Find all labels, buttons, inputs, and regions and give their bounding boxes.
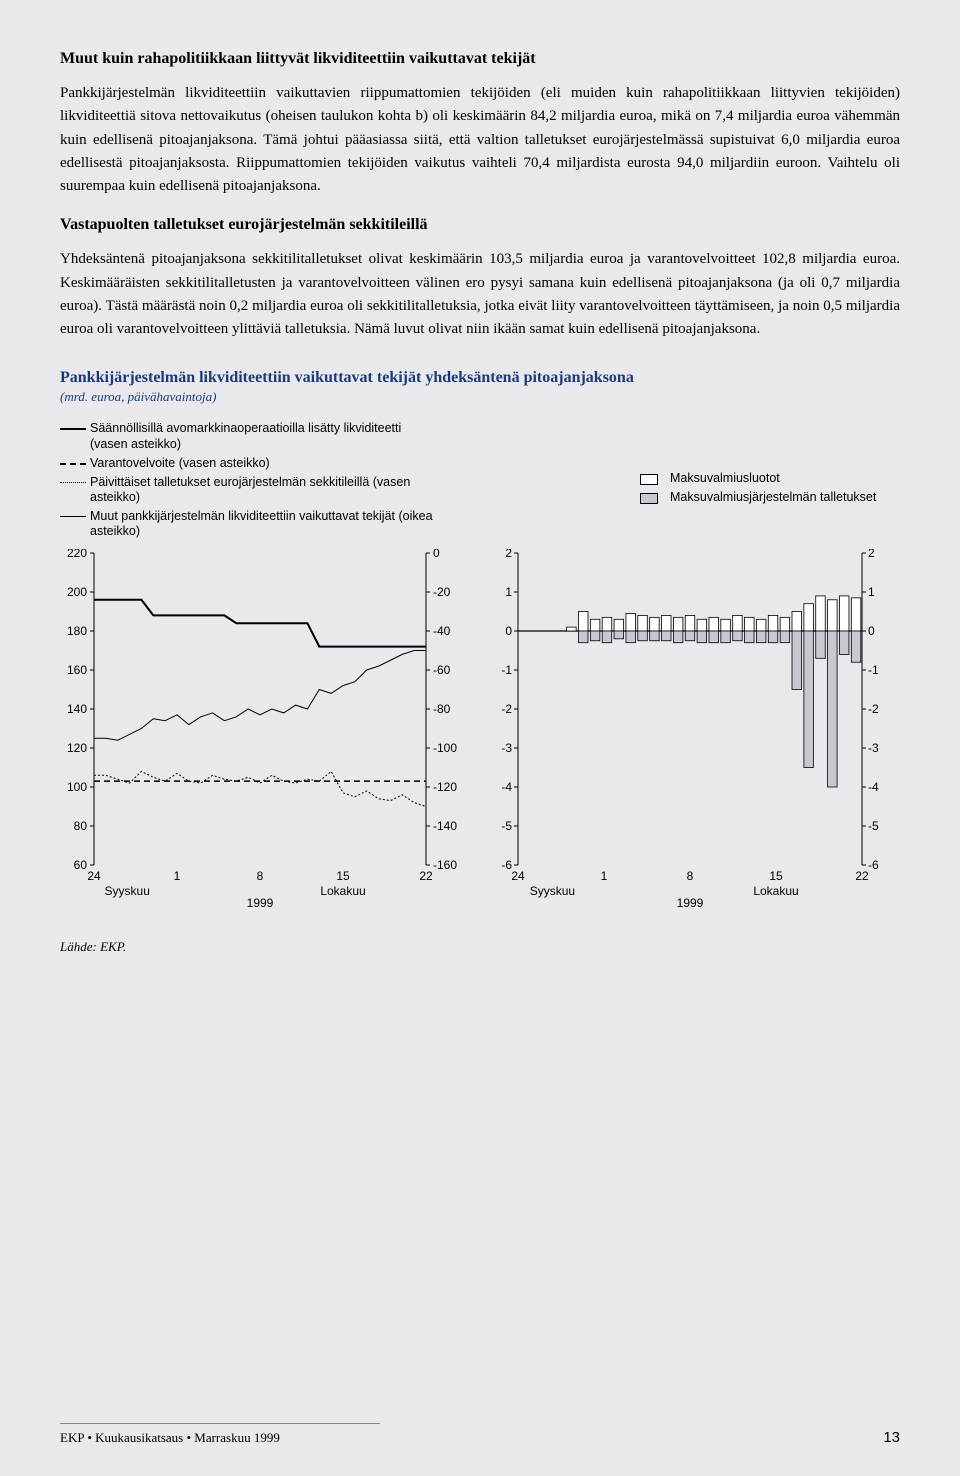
- legend-block: Säännöllisillä avomarkkinaoperaatioilla …: [60, 421, 900, 543]
- svg-text:Syyskuu: Syyskuu: [105, 884, 150, 898]
- svg-text:15: 15: [769, 869, 783, 883]
- legend-line-solid-thick-icon: [60, 428, 86, 430]
- svg-text:22: 22: [855, 869, 869, 883]
- legend-text-4: Muut pankkijärjestelmän likviditeettiin …: [90, 509, 440, 540]
- svg-text:-60: -60: [433, 663, 451, 677]
- svg-text:-6: -6: [868, 858, 879, 872]
- svg-text:100: 100: [67, 780, 87, 794]
- paragraph-2: Yhdeksäntenä pitoajanjaksona sekkitilita…: [60, 248, 900, 341]
- source-label: Lähde: EKP.: [60, 939, 900, 955]
- svg-text:-1: -1: [501, 663, 512, 677]
- footer-text: EKP • Kuukausikatsaus • Marraskuu 1999: [60, 1430, 280, 1445]
- svg-text:-80: -80: [433, 702, 451, 716]
- svg-text:0: 0: [505, 624, 512, 638]
- svg-text:15: 15: [336, 869, 350, 883]
- svg-text:-4: -4: [501, 780, 512, 794]
- svg-text:120: 120: [67, 741, 87, 755]
- svg-text:2: 2: [505, 549, 512, 560]
- svg-text:220: 220: [67, 549, 87, 560]
- svg-text:-20: -20: [433, 585, 451, 599]
- chart-subtitle: (mrd. euroa, päivähavaintoja): [60, 389, 900, 405]
- svg-text:60: 60: [74, 858, 88, 872]
- legend-text-3: Päivittäiset talletukset eurojärjestelmä…: [90, 475, 440, 506]
- svg-text:160: 160: [67, 663, 87, 677]
- svg-text:-3: -3: [868, 741, 879, 755]
- svg-text:Lokakuu: Lokakuu: [320, 884, 365, 898]
- chart-right: -6-6-5-5-4-4-3-3-2-2-1-100112224181522Sy…: [490, 549, 890, 909]
- legend-line-solid-thin-icon: [60, 516, 86, 517]
- chart-left: 6080100120140160180200220-160-140-120-10…: [60, 549, 460, 909]
- svg-text:80: 80: [74, 819, 88, 833]
- svg-text:1: 1: [174, 869, 181, 883]
- section2-title: Vastapuolten talletukset eurojärjestelmä…: [60, 216, 900, 234]
- svg-text:-3: -3: [501, 741, 512, 755]
- svg-text:24: 24: [87, 869, 101, 883]
- paragraph-1: Pankkijärjestelmän likviditeettiin vaiku…: [60, 82, 900, 198]
- legend-text-r2: Maksuvalmiusjärjestelmän talletukset: [670, 490, 876, 506]
- page-footer: EKP • Kuukausikatsaus • Marraskuu 1999 1…: [60, 1423, 900, 1446]
- svg-text:-5: -5: [501, 819, 512, 833]
- svg-text:8: 8: [257, 869, 264, 883]
- svg-text:1999: 1999: [677, 896, 704, 909]
- svg-text:1999: 1999: [247, 896, 274, 909]
- svg-text:2: 2: [868, 549, 875, 560]
- chart-title: Pankkijärjestelmän likviditeettiin vaiku…: [60, 369, 900, 387]
- legend-text-r1: Maksuvalmiusluotot: [670, 471, 780, 487]
- svg-text:1: 1: [601, 869, 608, 883]
- svg-text:-120: -120: [433, 780, 457, 794]
- legend-line-dash-short-icon: [60, 482, 86, 483]
- svg-text:-2: -2: [868, 702, 879, 716]
- svg-text:-140: -140: [433, 819, 457, 833]
- svg-text:22: 22: [419, 869, 433, 883]
- svg-text:-5: -5: [868, 819, 879, 833]
- legend-box-outline-icon: [640, 474, 658, 485]
- section1-title: Muut kuin rahapolitiikkaan liittyvät lik…: [60, 50, 900, 68]
- legend-text-1: Säännöllisillä avomarkkinaoperaatioilla …: [90, 421, 440, 452]
- svg-text:140: 140: [67, 702, 87, 716]
- svg-text:0: 0: [868, 624, 875, 638]
- page-number: 13: [883, 1429, 900, 1446]
- svg-text:180: 180: [67, 624, 87, 638]
- svg-text:1: 1: [505, 585, 512, 599]
- legend-box-fill-icon: [640, 493, 658, 504]
- svg-text:8: 8: [687, 869, 694, 883]
- legend-line-dash-long-icon: [60, 463, 86, 465]
- svg-text:-40: -40: [433, 624, 451, 638]
- svg-text:-1: -1: [868, 663, 879, 677]
- svg-text:1: 1: [868, 585, 875, 599]
- svg-text:-100: -100: [433, 741, 457, 755]
- svg-text:-2: -2: [501, 702, 512, 716]
- legend-text-2: Varantovelvoite (vasen asteikko): [90, 456, 270, 472]
- svg-text:Syyskuu: Syyskuu: [530, 884, 575, 898]
- svg-text:-160: -160: [433, 858, 457, 872]
- svg-text:Lokakuu: Lokakuu: [753, 884, 798, 898]
- svg-text:24: 24: [511, 869, 525, 883]
- svg-text:200: 200: [67, 585, 87, 599]
- svg-text:-4: -4: [868, 780, 879, 794]
- svg-text:0: 0: [433, 549, 440, 560]
